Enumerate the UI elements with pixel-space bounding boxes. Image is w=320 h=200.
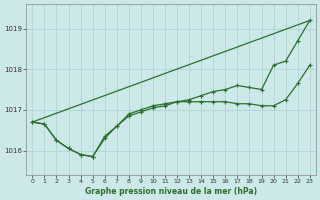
X-axis label: Graphe pression niveau de la mer (hPa): Graphe pression niveau de la mer (hPa) <box>85 187 257 196</box>
